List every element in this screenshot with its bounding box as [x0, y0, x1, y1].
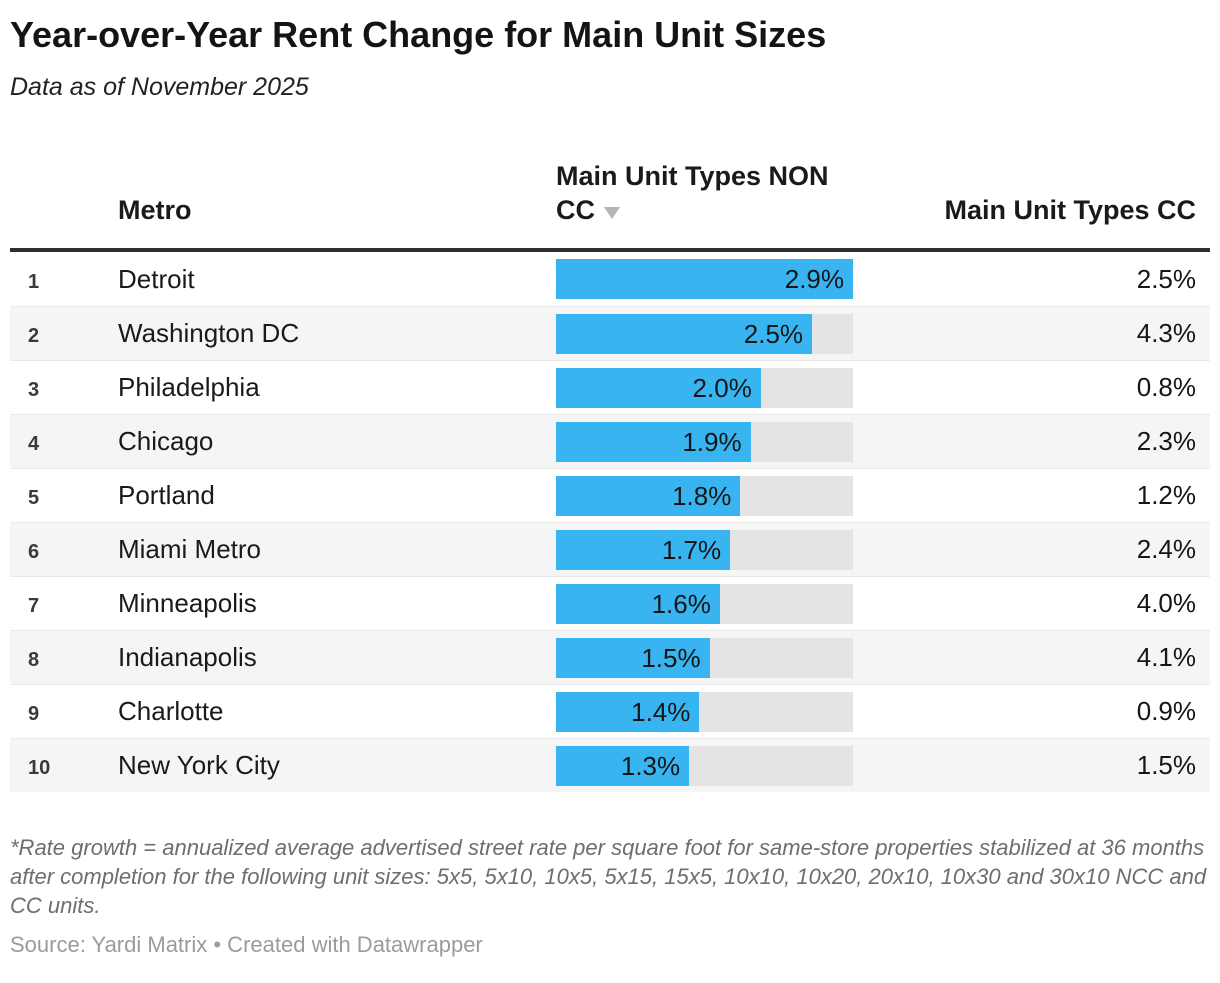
metro-cell: Indianapolis — [118, 642, 257, 673]
bar-track: 2.0% — [556, 367, 853, 408]
bar-track: 2.5% — [556, 313, 853, 354]
header-cc[interactable]: Main Unit Types CC — [853, 193, 1210, 227]
bar-value-label: 1.3% — [620, 750, 681, 781]
bar-track: 1.7% — [556, 529, 853, 570]
metro-cell: Charlotte — [118, 696, 224, 727]
bar-track: 1.9% — [556, 421, 853, 462]
rank-cell: 6 — [28, 541, 40, 564]
bar-value-label: 1.5% — [641, 642, 701, 673]
bar-value-label: 1.9% — [682, 426, 742, 457]
bar-track: 1.5% — [556, 637, 853, 678]
table-row: 7 Minneapolis 1.6% 4.0% — [10, 576, 1210, 630]
rank-cell: 1 — [28, 270, 40, 293]
bar-value-label: 1.6% — [651, 588, 711, 619]
cc-cell: 2.3% — [1136, 426, 1196, 457]
metro-cell: Washington DC — [118, 318, 300, 349]
footnote: *Rate growth = annualized average advert… — [10, 835, 1207, 919]
cc-cell: 1.2% — [1136, 480, 1196, 511]
table-row: 10 New York City 1.3% 1.5% — [10, 738, 1210, 793]
header-non-cc-line1: Main Unit Types NON — [556, 161, 829, 192]
non-cc-bar: 2.5% — [556, 313, 813, 354]
header-metro-label: Metro — [118, 195, 192, 226]
table-body: 1 Detroit 2.9% 2.5% 2 Washington DC 2.5%… — [10, 252, 1210, 793]
bar-value-label: 2.9% — [784, 264, 844, 295]
cc-cell: 4.3% — [1136, 318, 1196, 349]
bar-track: 1.4% — [556, 691, 853, 732]
non-cc-bar: 2.0% — [556, 367, 761, 408]
rank-cell: 8 — [28, 649, 40, 672]
metro-cell: Philadelphia — [118, 372, 260, 403]
sort-desc-icon — [604, 207, 620, 220]
non-cc-bar: 1.4% — [556, 691, 700, 732]
bar-track: 1.8% — [556, 475, 853, 516]
metro-cell: Miami Metro — [118, 534, 262, 565]
header-non-cc-line2: CC — [556, 195, 595, 226]
rank-cell: 5 — [28, 487, 40, 510]
bar-track: 1.6% — [556, 583, 853, 624]
source-attribution: Source: Yardi Matrix • Created with Data… — [10, 932, 483, 958]
table-row: 2 Washington DC 2.5% 4.3% — [10, 306, 1210, 361]
cc-cell: 2.4% — [1136, 534, 1196, 565]
header-cc-label: Main Unit Types CC — [944, 195, 1196, 226]
metro-cell: Chicago — [118, 426, 214, 457]
rank-cell: 3 — [28, 379, 40, 402]
table-header: Metro Main Unit Types NON CC Main Unit T… — [10, 159, 1210, 253]
rank-cell: 2 — [28, 325, 40, 348]
rank-cell: 10 — [28, 757, 51, 780]
bar-value-label: 1.4% — [631, 696, 691, 727]
non-cc-bar: 2.9% — [556, 259, 853, 300]
chart-subtitle: Data as of November 2025 — [10, 72, 309, 101]
metro-cell: Detroit — [118, 263, 195, 294]
table-row: 5 Portland 1.8% 1.2% — [10, 468, 1210, 522]
cc-cell: 0.9% — [1136, 696, 1196, 727]
non-cc-bar: 1.3% — [556, 745, 690, 786]
metro-cell: Minneapolis — [118, 588, 257, 619]
cc-cell: 1.5% — [1136, 750, 1196, 781]
bar-track: 2.9% — [556, 259, 853, 300]
page-title: Year-over-Year Rent Change for Main Unit… — [10, 14, 827, 55]
table-row: 1 Detroit 2.9% 2.5% — [10, 252, 1210, 306]
non-cc-bar: 1.7% — [556, 529, 731, 570]
metro-cell: Portland — [118, 480, 215, 511]
table-row: 4 Chicago 1.9% 2.3% — [10, 414, 1210, 469]
header-non-cc[interactable]: Main Unit Types NON CC — [556, 159, 853, 227]
cc-cell: 4.0% — [1136, 588, 1196, 619]
rank-cell: 7 — [28, 595, 40, 618]
table-row: 8 Indianapolis 1.5% 4.1% — [10, 630, 1210, 685]
table-row: 6 Miami Metro 1.7% 2.4% — [10, 522, 1210, 577]
header-metro[interactable]: Metro — [118, 193, 556, 227]
non-cc-bar: 1.9% — [556, 421, 751, 462]
metro-cell: New York City — [118, 750, 280, 781]
bar-value-label: 2.0% — [692, 372, 752, 403]
non-cc-bar: 1.6% — [556, 583, 720, 624]
bar-value-label: 2.5% — [743, 318, 804, 349]
non-cc-bar: 1.8% — [556, 475, 741, 516]
cc-cell: 4.1% — [1136, 642, 1196, 673]
bar-track: 1.3% — [556, 745, 853, 786]
cc-cell: 0.8% — [1136, 372, 1196, 403]
non-cc-bar: 1.5% — [556, 637, 710, 678]
cc-cell: 2.5% — [1136, 263, 1196, 294]
bar-value-label: 1.7% — [661, 534, 722, 565]
chart-container: Year-over-Year Rent Change for Main Unit… — [0, 13, 1220, 958]
table-row: 9 Charlotte 1.4% 0.9% — [10, 684, 1210, 738]
rank-cell: 9 — [28, 703, 40, 726]
bar-value-label: 1.8% — [672, 480, 732, 511]
table-row: 3 Philadelphia 2.0% 0.8% — [10, 360, 1210, 414]
rank-cell: 4 — [28, 433, 40, 456]
